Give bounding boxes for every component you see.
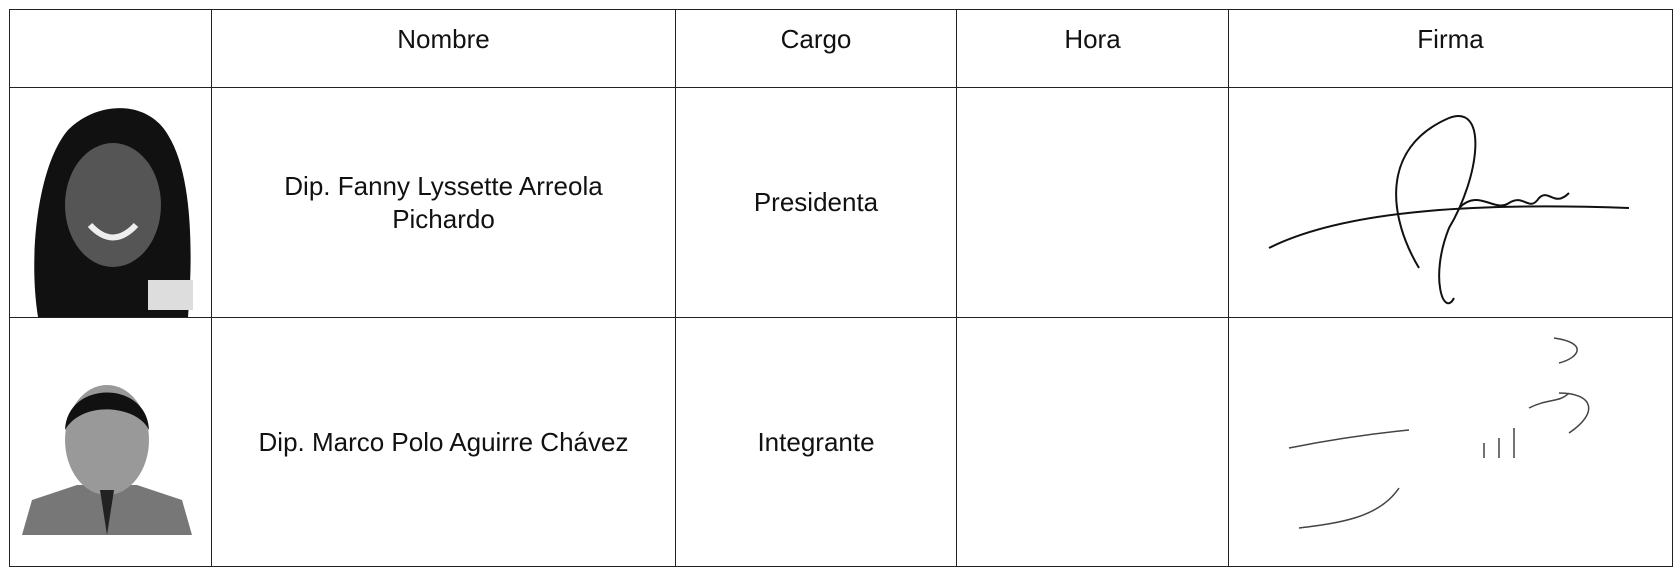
header-cell: Nombre [212,9,676,88]
name-cell: Dip. Fanny Lyssette Arreola Pichardo [212,88,676,318]
signature [1268,115,1630,305]
photo-cell [9,318,212,567]
signature-cell [1229,88,1673,318]
role-cell: Presidenta [676,88,957,318]
table-frame [9,9,1673,567]
time-cell [957,88,1229,318]
header-cell: Cargo [676,9,957,88]
role-cell: Integrante [676,318,957,567]
photo-cell [9,88,212,318]
photo [22,385,192,535]
header-cell: Hora [957,9,1229,88]
header-cell [9,9,212,88]
signature-cell [1229,318,1673,567]
time-cell [957,318,1229,567]
name-cell: Dip. Marco Polo Aguirre Chávez [212,318,676,567]
signature [1288,337,1590,529]
header-cell: Firma [1229,9,1673,88]
photo [34,108,193,317]
